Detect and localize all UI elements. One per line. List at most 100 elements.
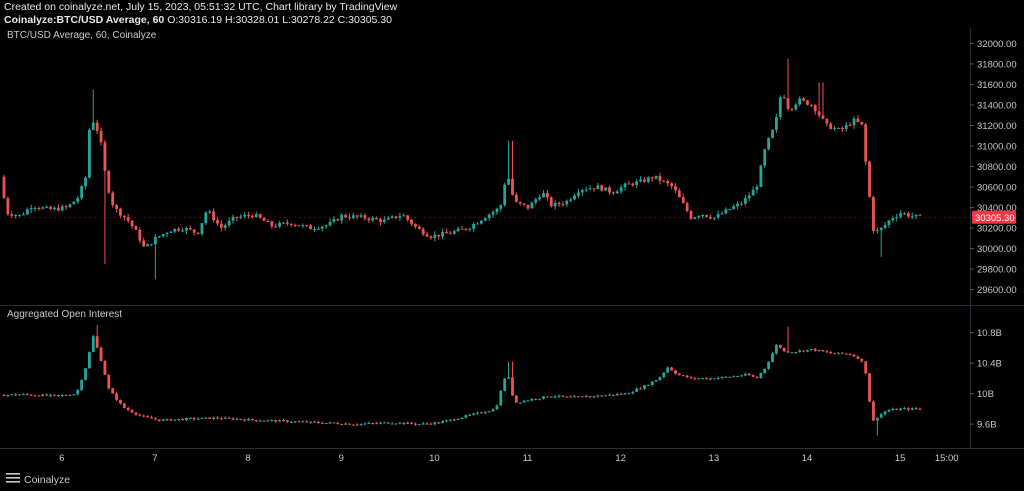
oi-candle <box>235 419 239 421</box>
price-candle <box>689 211 693 219</box>
oi-candle <box>316 421 320 423</box>
price-candle <box>635 181 639 186</box>
price-candle <box>596 185 600 190</box>
oi-candle <box>468 414 472 416</box>
oi-candle <box>56 395 60 397</box>
oi-candle <box>561 395 565 397</box>
oi-candle <box>301 421 305 423</box>
price-candle <box>503 184 507 206</box>
price-candle <box>774 117 778 130</box>
oi-candle <box>778 345 782 348</box>
oi-candle <box>802 350 805 352</box>
oi-candle <box>495 405 499 410</box>
price-candle <box>394 216 398 219</box>
price-axis-label: 31400.00 <box>977 100 1017 111</box>
price-candle <box>282 222 285 224</box>
price-candle <box>25 209 29 215</box>
oi-candle <box>596 395 600 397</box>
oi-candle <box>80 379 84 391</box>
oi-candle <box>305 421 309 423</box>
oi-candle <box>231 418 235 420</box>
oi-candle <box>790 352 794 354</box>
brand[interactable]: Coinalyze <box>6 473 70 486</box>
oi-candle <box>549 396 553 398</box>
oi-candle <box>483 412 487 414</box>
price-candle <box>173 228 177 232</box>
oi-candle <box>417 424 421 426</box>
oi-candle <box>821 350 825 352</box>
price-candle <box>208 211 212 213</box>
price-candle <box>615 191 619 194</box>
oi-candle <box>251 418 254 420</box>
oi-candle <box>724 376 728 378</box>
oi-axis-label: 10.4B <box>977 359 1002 370</box>
price-candle <box>111 192 115 206</box>
price-candle <box>464 228 468 230</box>
price-candle <box>150 244 153 246</box>
oi-candle <box>456 418 460 420</box>
price-candle <box>336 219 340 221</box>
price-candle <box>410 219 413 225</box>
price-candle <box>654 175 658 179</box>
time-axis-label: 14 <box>802 453 813 464</box>
oi-candle <box>126 408 130 411</box>
price-axis-label: 31000.00 <box>977 141 1017 152</box>
price-candle <box>22 214 25 216</box>
oi-candle <box>782 347 786 352</box>
oi-candle <box>150 417 153 419</box>
price-candle <box>157 236 161 238</box>
oi-candle <box>895 408 899 410</box>
price-candle <box>685 203 689 212</box>
oi-candle <box>736 376 739 378</box>
oi-candle <box>379 422 382 424</box>
price-candle <box>406 215 410 220</box>
price-candle <box>868 161 871 197</box>
price-candle <box>262 217 266 221</box>
oi-candle <box>130 410 134 413</box>
price-candle <box>219 223 223 228</box>
price-candle <box>646 177 650 182</box>
last-price-label: 30305.30 <box>975 213 1015 224</box>
oi-candle <box>631 391 635 394</box>
price-candle <box>258 214 262 218</box>
oi-candle <box>402 422 406 424</box>
oi-candle <box>60 395 64 397</box>
price-candle <box>153 237 157 245</box>
oi-candle <box>328 422 332 424</box>
price-candle <box>604 187 608 191</box>
oi-candle <box>584 396 588 398</box>
price-axis-label: 30200.00 <box>977 224 1017 235</box>
oi-candle <box>204 417 208 419</box>
price-candle <box>755 186 759 190</box>
oi-candle <box>29 394 33 396</box>
price-candle <box>320 226 324 229</box>
oi-candle <box>95 336 99 348</box>
price-candle <box>305 225 309 227</box>
oi-candle <box>87 352 91 369</box>
price-candle <box>134 226 138 230</box>
oi-candle <box>25 394 29 396</box>
oi-candle <box>313 421 316 423</box>
price-candle <box>833 128 837 130</box>
oi-candle <box>806 349 809 352</box>
oi-candle <box>879 414 883 418</box>
price-candle <box>557 202 561 205</box>
price-candle <box>122 215 126 218</box>
price-candle <box>848 125 852 127</box>
oi-candle <box>177 418 181 420</box>
price-candle <box>351 215 355 218</box>
price-candle <box>235 216 239 218</box>
oi-candle <box>293 421 297 423</box>
oi-candle <box>611 394 615 396</box>
price-candle <box>806 100 809 105</box>
price-candle <box>530 202 534 209</box>
oi-candle <box>68 395 72 397</box>
price-candle <box>891 218 895 221</box>
oi-candle <box>429 423 433 425</box>
oi-candle <box>491 409 495 412</box>
oi-candle <box>433 422 437 425</box>
oi-candle <box>441 421 444 424</box>
oi-candle <box>565 396 569 398</box>
oi-candle <box>677 373 681 376</box>
